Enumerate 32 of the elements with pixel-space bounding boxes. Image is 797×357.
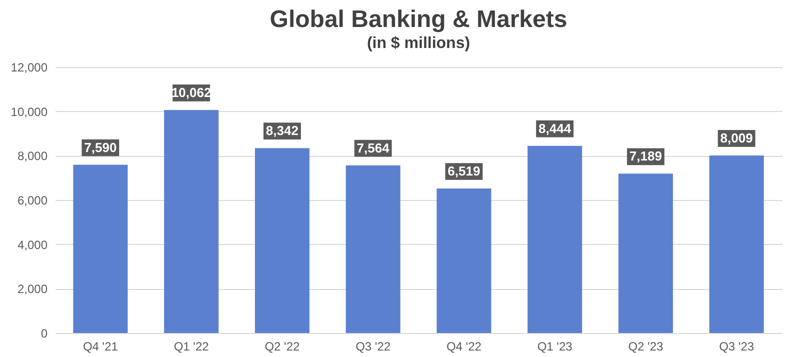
bar — [73, 164, 128, 333]
x-tick-label: Q4 '22 — [446, 340, 482, 354]
data-label: 6,519 — [448, 163, 480, 178]
y-tick-label: 4,000 — [17, 238, 48, 252]
y-tick-label: 2,000 — [17, 282, 48, 296]
bar — [436, 188, 492, 333]
x-tick-label: Q2 '22 — [264, 340, 300, 354]
data-label: 8,444 — [538, 120, 572, 136]
bar — [709, 155, 764, 333]
x-tick-label: Q3 '23 — [719, 340, 754, 354]
data-label: 7,590 — [84, 140, 117, 155]
x-tick-label: Q4 '21 — [82, 340, 118, 354]
bar — [254, 148, 310, 333]
chart-title: Global Banking & Markets — [270, 6, 568, 33]
y-tick-label: 10,000 — [10, 104, 48, 119]
x-tick-label: Q3 '22 — [356, 340, 391, 354]
data-label: 8,009 — [720, 130, 753, 146]
data-label: 7,189 — [629, 148, 662, 164]
y-tick-label: 0 — [40, 326, 48, 340]
x-tick-label: Q1 '23 — [537, 340, 573, 354]
y-tick-label: 8,000 — [17, 149, 48, 164]
bar — [346, 165, 400, 333]
chart-subtitle: (in $ millions) — [366, 35, 470, 52]
bar — [528, 146, 582, 333]
x-tick-label: Q2 '23 — [628, 340, 664, 354]
y-tick-label: 6,000 — [17, 194, 48, 208]
data-label: 7,564 — [356, 140, 390, 156]
bar — [164, 110, 219, 333]
data-label: 8,342 — [266, 123, 298, 138]
x-tick-label: Q1 '22 — [174, 340, 210, 354]
bar — [618, 174, 673, 333]
y-tick-label: 12,000 — [10, 60, 48, 74]
